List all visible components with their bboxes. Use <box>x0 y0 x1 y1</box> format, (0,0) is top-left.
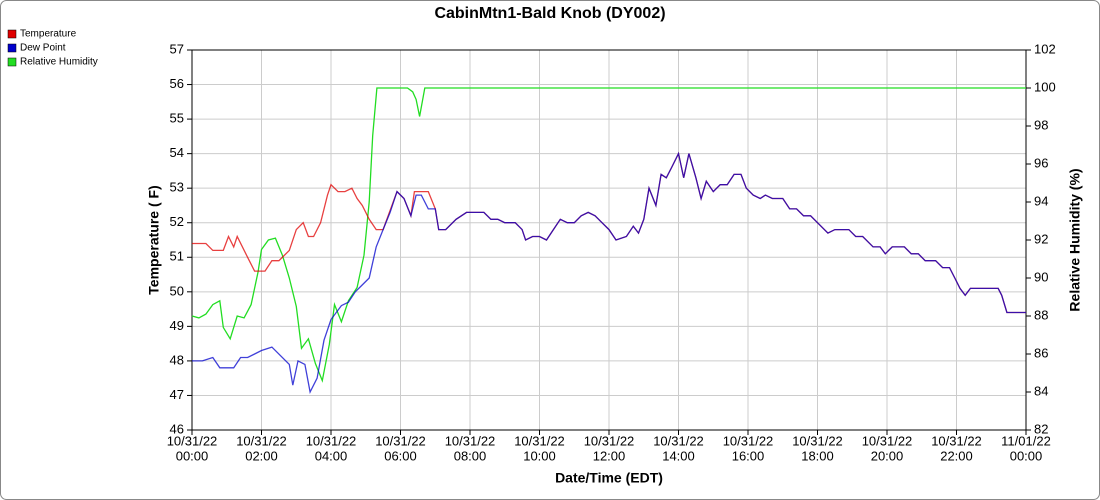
y-tick-label: 50 <box>170 283 184 298</box>
y-tick-label: 52 <box>170 214 184 229</box>
x-tick-label: 10/31/22 <box>723 433 774 448</box>
y-tick-label: 47 <box>170 387 184 402</box>
y-tick-label: 57 <box>170 41 184 56</box>
x-tick-label: 10/31/22 <box>514 433 565 448</box>
x-axis-label: Date/Time (EDT) <box>555 470 663 486</box>
x-tick-label: 10/31/22 <box>653 433 704 448</box>
series-line <box>192 151 1026 394</box>
x-tick-label: 10/31/22 <box>792 433 843 448</box>
y2-tick-label: 92 <box>1034 231 1048 246</box>
x-tick-label: 10/31/22 <box>584 433 635 448</box>
x-tick-label: 10/31/22 <box>445 433 496 448</box>
legend-label: Relative Humidity <box>20 57 98 68</box>
legend-label: Temperature <box>20 29 77 40</box>
y-tick-label: 48 <box>170 352 184 367</box>
y2-tick-label: 88 <box>1034 307 1048 322</box>
y2-tick-label: 84 <box>1034 383 1048 398</box>
y2-tick-label: 100 <box>1034 79 1056 94</box>
y2-tick-label: 90 <box>1034 269 1048 284</box>
x-tick-label: 02:00 <box>245 448 278 463</box>
x-tick-label: 10/31/22 <box>931 433 982 448</box>
x-tick-label: 22:00 <box>940 448 973 463</box>
legend-swatch <box>7 57 17 67</box>
y-tick-label: 49 <box>170 318 184 333</box>
x-tick-label: 10/31/22 <box>236 433 287 448</box>
y2-tick-label: 98 <box>1034 117 1048 132</box>
x-tick-label: 12:00 <box>593 448 626 463</box>
y2-tick-label: 96 <box>1034 155 1048 170</box>
series-line <box>191 87 1026 383</box>
x-tick-label: 10:00 <box>523 448 556 463</box>
chart-title: CabinMtn1-Bald Knob (DY002) <box>434 5 665 22</box>
y2-tick-label: 86 <box>1034 345 1048 360</box>
y2-tick-label: 94 <box>1034 193 1048 208</box>
y-tick-label: 46 <box>170 421 184 436</box>
x-tick-label: 20:00 <box>871 448 904 463</box>
y2-axis-label: Relative Humidity (%) <box>1067 168 1083 311</box>
y-tick-label: 56 <box>170 76 184 91</box>
legend-swatch <box>7 43 17 53</box>
y2-tick-label: 102 <box>1034 41 1056 56</box>
x-tick-label: 06:00 <box>384 448 417 463</box>
x-tick-label: 08:00 <box>454 448 487 463</box>
x-tick-label: 14:00 <box>662 448 695 463</box>
x-tick-label: 10/31/22 <box>167 433 218 448</box>
y-tick-label: 53 <box>170 180 184 195</box>
y-tick-label: 55 <box>170 111 184 126</box>
legend-swatch <box>7 29 17 39</box>
x-tick-label: 00:00 <box>176 448 209 463</box>
x-tick-label: 10/31/22 <box>375 433 426 448</box>
x-tick-label: 16:00 <box>732 448 765 463</box>
x-tick-label: 10/31/22 <box>862 433 913 448</box>
x-tick-label: 10/31/22 <box>306 433 357 448</box>
y-tick-label: 51 <box>170 249 184 264</box>
y-tick-label: 54 <box>170 145 184 160</box>
x-tick-label: 11/01/22 <box>1001 433 1051 448</box>
x-tick-label: 00:00 <box>1010 448 1043 463</box>
legend-label: Dew Point <box>20 43 66 54</box>
y2-tick-label: 82 <box>1034 421 1048 436</box>
plot-border <box>191 49 1027 431</box>
y-axis-label: Temperature ( F) <box>146 185 162 294</box>
x-tick-label: 04:00 <box>315 448 348 463</box>
x-tick-label: 18:00 <box>801 448 834 463</box>
